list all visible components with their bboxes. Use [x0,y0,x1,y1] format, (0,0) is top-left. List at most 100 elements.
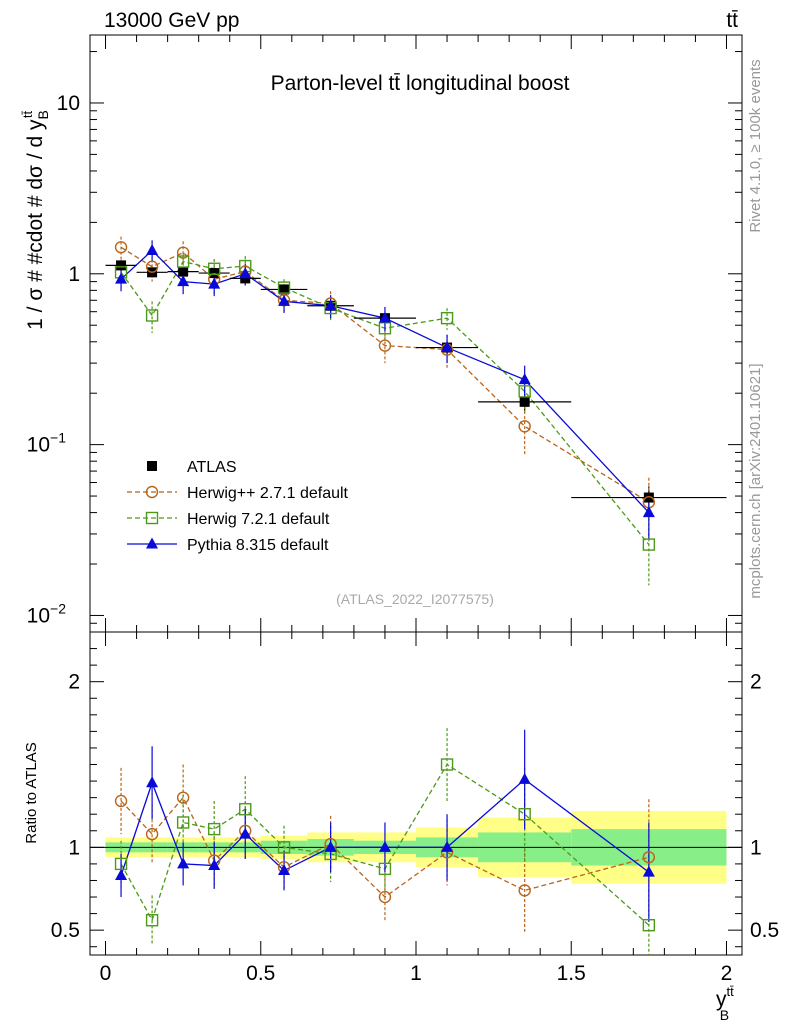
point-atlas [116,260,127,271]
point-herwig-2-7-1-default [176,246,190,259]
x-axis-label-sup: tt̄ [727,984,735,999]
series-line-herwig-2-7-1-default [120,246,650,503]
point-pythia-8-315-default [441,341,454,353]
ratio-tick-label-right: 0.5 [750,919,779,942]
header-process-label: tt̄ [726,9,738,32]
ratio-point-pythia-8-315-default [115,868,128,880]
y-axis-label-sub: B [35,110,51,119]
point-pythia-8-315-default [146,243,159,255]
ratio-tick-label: 2 [68,671,80,694]
point-pythia-8-315-default [115,272,128,284]
ratio-tick-label: 1 [68,836,80,859]
point-pythia-8-315-default [518,373,531,385]
ratio-point-pythia-8-315-default [208,859,221,871]
point-herwig-7-2-1-default [145,309,159,322]
ratio-point-herwig-7-2-1-default [176,816,190,829]
point-herwig-7-2-1-default [440,311,454,325]
legend-marker-pythia-8-315-default [146,537,158,549]
ratio-point-pythia-8-315-default [441,840,454,852]
point-herwig-7-2-1-default [518,385,531,398]
analysis-id-label: (ATLAS_2022_I2077575) [336,591,494,607]
legend-marker-herwig-2-7-1-default [145,485,159,499]
point-herwig-7-2-1-default [277,281,291,294]
point-pythia-8-315-default [642,506,655,518]
ratio-point-herwig-7-2-1-default [642,918,656,932]
ratio-point-pythia-8-315-default [518,772,531,784]
rivet-version-label: Rivet 4.1.0, ≥ 100k events [747,59,764,232]
legend-label-herwig-2-7-1-default: Herwig++ 2.7.1 default [187,485,349,502]
plot-title: Parton-level tt̄ longitudinal boost [271,72,570,95]
header-energy-label: 13000 GeV pp [104,9,239,32]
point-pythia-8-315-default [324,299,337,311]
point-pythia-8-315-default [278,294,291,306]
point-atlas [178,266,189,277]
ratio-point-herwig-2-7-1-default [114,794,128,808]
ratio-point-pythia-8-315-default [324,840,337,852]
y-tick-label-exp: −2 [50,600,66,616]
ratio-point-herwig-2-7-1-default [642,851,656,864]
series-markers [114,241,656,932]
point-herwig-2-7-1-default [378,339,392,352]
ratio-plot-frame [89,631,743,956]
y-tick-label: 1 [68,263,80,286]
ratio-tick-label-right: 2 [750,671,762,694]
ratio-point-herwig-7-2-1-default [440,758,454,771]
ratio-point-pythia-8-315-default [177,857,190,869]
series-line-herwig-7-2-1-default [120,260,650,545]
x-tick-label: 1.5 [557,962,586,985]
legend-marker-atlas [147,461,157,471]
y-tick-label: 10−1 [27,430,67,457]
ratio-point-herwig-2-7-1-default [176,791,190,804]
ratio-axis-label: Ratio to ATLAS [23,742,40,843]
x-axis-label-sub: B [720,1007,729,1023]
mcplots-label: mcplots.cern.ch [arXiv:2401.10621] [747,363,764,598]
y-tick-label-exp: −1 [50,430,66,446]
ratio-point-herwig-2-7-1-default [378,890,392,904]
ratio-point-herwig-7-2-1-default [378,862,392,876]
point-pythia-8-315-default [378,311,391,323]
ratio-point-herwig-2-7-1-default [518,884,531,897]
ratio-point-pythia-8-315-default [146,776,159,788]
point-atlas [519,396,530,407]
x-tick-label: 0 [100,962,112,985]
point-herwig-7-2-1-default [378,322,392,335]
axis-ticks: 0 0.5 1 1.5 2 10 1 10−1 10−2 2 2 1 1 0.5 0.5 [27,35,779,985]
point-pythia-8-315-default [208,277,221,289]
ratio-point-pythia-8-315-default [239,827,252,839]
y-tick-label: 10−2 [27,600,67,627]
legend-label-atlas: ATLAS [187,459,237,476]
point-herwig-7-2-1-default [176,255,190,268]
legend-label-herwig-7-2-1-default: Herwig 7.2.1 default [187,511,330,528]
legend: ATLAS Herwig++ 2.7.1 default Herwig 7.2.1 … [127,459,349,554]
point-herwig-2-7-1-default [518,420,531,433]
legend-marker-herwig-7-2-1-default [145,511,159,525]
ratio-point-herwig-7-2-1-default [277,841,291,854]
point-herwig-7-2-1-default [207,262,221,275]
x-tick-label: 0.5 [246,962,275,985]
ratio-point-herwig-2-7-1-default [145,827,159,841]
ratio-tick-label: 0.5 [51,919,80,942]
point-pythia-8-315-default [177,275,190,287]
ratio-point-herwig-7-2-1-default [518,808,531,821]
y-axis-label: 1 / σ # #cdot # dσ / d yBtt̄ [20,110,51,330]
ratio-point-herwig-7-2-1-default [145,914,159,927]
ratio-tick-label-right: 1 [750,836,762,859]
point-herwig-2-7-1-default [114,241,128,254]
y-axis-label-sup: tt̄ [20,111,35,119]
x-tick-label: 1 [410,962,422,985]
point-pythia-8-315-default [239,267,252,279]
point-atlas [279,284,290,295]
ratio-point-pythia-8-315-default [378,840,391,852]
point-atlas [643,492,654,503]
ratio-point-pythia-8-315-default [642,865,655,877]
ratio-point-pythia-8-315-default [278,864,291,876]
x-axis-label: ytt̄ B [716,984,734,1023]
ratio-point-herwig-7-2-1-default [207,822,221,836]
point-herwig-7-2-1-default [642,538,656,551]
point-herwig-2-7-1-default [145,260,159,273]
legend-label-pythia-8-315-default: Pythia 8.315 default [187,537,329,554]
y-tick-label: 10 [57,92,80,115]
ratio-point-herwig-7-2-1-default [239,803,252,816]
point-atlas [240,273,251,284]
